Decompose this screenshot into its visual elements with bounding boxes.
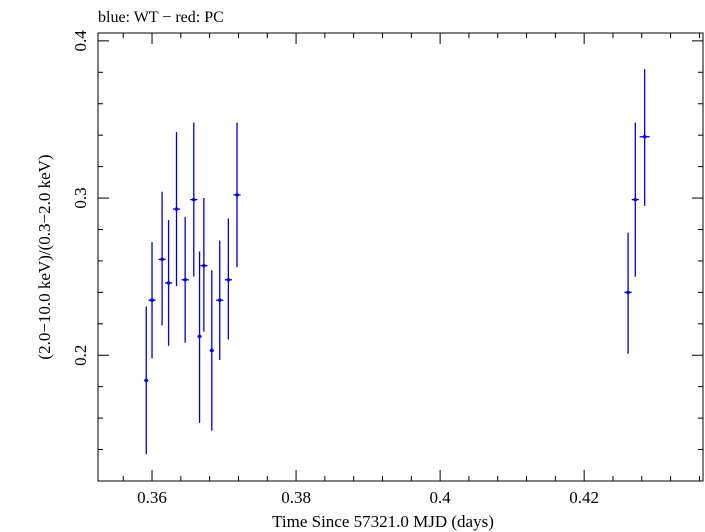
data-point [197, 251, 202, 423]
point-marker [197, 334, 202, 339]
data-point [209, 270, 214, 431]
point-marker [202, 263, 206, 268]
point-marker [626, 290, 630, 295]
point-marker [166, 281, 171, 285]
axis-ticks: 0.36 0.38 0.4 0.42 0.2 0.3 0.4 [71, 30, 703, 507]
point-marker [217, 298, 222, 303]
data-point [216, 240, 224, 360]
data-point [624, 232, 632, 354]
y-tick-label: 0.2 [71, 345, 90, 366]
data-point [639, 69, 650, 206]
point-marker [633, 197, 638, 202]
point-marker [235, 193, 239, 197]
point-marker [174, 207, 179, 211]
x-axis-label: Time Since 57321.0 MJD (days) [272, 512, 494, 531]
point-marker [160, 257, 164, 262]
data-point [164, 220, 173, 346]
data-point [158, 191, 166, 326]
plot-frame [97, 32, 704, 482]
point-marker [191, 197, 196, 202]
point-marker [209, 348, 214, 353]
x-tick-label: 0.4 [429, 488, 451, 507]
point-marker [183, 277, 187, 282]
data-point [190, 122, 198, 277]
data-points [144, 69, 650, 455]
y-tick-label: 0.4 [71, 30, 90, 52]
data-point [144, 306, 149, 455]
chart-title: blue: WT − red: PC [98, 9, 224, 26]
point-marker [226, 277, 231, 282]
x-tick-label: 0.36 [137, 488, 167, 507]
data-point [172, 132, 181, 287]
point-marker [150, 298, 154, 303]
point-marker [144, 378, 149, 383]
data-point [148, 242, 156, 359]
x-tick-label: 0.38 [281, 488, 311, 507]
point-marker [642, 134, 647, 139]
data-point [200, 198, 208, 332]
y-tick-label: 0.3 [71, 187, 90, 208]
data-point [233, 122, 241, 268]
data-point [181, 216, 189, 343]
data-point [631, 122, 639, 277]
x-tick-label: 0.42 [569, 488, 599, 507]
data-point [224, 218, 232, 340]
y-axis-label: (2.0−10.0 keV)/(0.3−2.0 keV) [35, 154, 54, 359]
